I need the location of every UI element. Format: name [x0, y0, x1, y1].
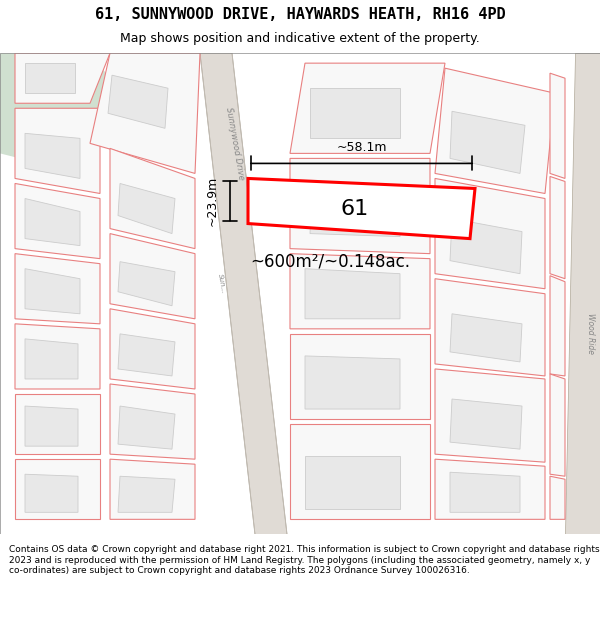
Text: ~23.9m: ~23.9m	[205, 176, 218, 226]
Text: ~58.1m: ~58.1m	[336, 141, 387, 154]
Polygon shape	[25, 133, 80, 179]
Polygon shape	[110, 384, 195, 459]
Text: 61, SUNNYWOOD DRIVE, HAYWARDS HEATH, RH16 4PD: 61, SUNNYWOOD DRIVE, HAYWARDS HEATH, RH1…	[95, 8, 505, 22]
Polygon shape	[110, 309, 195, 389]
Polygon shape	[290, 158, 430, 254]
Polygon shape	[550, 73, 565, 179]
Polygon shape	[435, 279, 545, 376]
Polygon shape	[435, 369, 545, 462]
Polygon shape	[435, 68, 555, 194]
Polygon shape	[25, 63, 75, 93]
Text: Sun...: Sun...	[217, 273, 227, 294]
Polygon shape	[305, 456, 400, 509]
Text: Contains OS data © Crown copyright and database right 2021. This information is : Contains OS data © Crown copyright and d…	[9, 545, 599, 575]
Polygon shape	[15, 394, 100, 454]
Polygon shape	[90, 53, 200, 173]
Polygon shape	[25, 339, 78, 379]
Polygon shape	[450, 314, 522, 362]
Polygon shape	[310, 191, 403, 237]
Text: Sunnywood Drive: Sunnywood Drive	[224, 106, 246, 181]
Polygon shape	[435, 179, 545, 289]
Polygon shape	[118, 406, 175, 449]
Polygon shape	[0, 53, 130, 173]
Polygon shape	[118, 262, 175, 306]
Polygon shape	[290, 63, 445, 153]
Polygon shape	[108, 75, 168, 128]
Polygon shape	[25, 269, 80, 314]
Polygon shape	[248, 179, 475, 239]
Polygon shape	[15, 459, 100, 519]
Polygon shape	[118, 184, 175, 234]
Text: Map shows position and indicative extent of the property.: Map shows position and indicative extent…	[120, 32, 480, 45]
Text: ~600m²/~0.148ac.: ~600m²/~0.148ac.	[250, 253, 410, 271]
Polygon shape	[450, 111, 525, 173]
Text: 61: 61	[341, 199, 369, 219]
Polygon shape	[565, 53, 600, 534]
Polygon shape	[15, 53, 110, 103]
Polygon shape	[435, 459, 545, 519]
Polygon shape	[110, 148, 195, 249]
Polygon shape	[305, 356, 400, 409]
Polygon shape	[550, 374, 565, 476]
Polygon shape	[110, 234, 195, 319]
Polygon shape	[310, 88, 400, 138]
Polygon shape	[550, 476, 565, 519]
Polygon shape	[305, 269, 400, 319]
Polygon shape	[25, 199, 80, 246]
Polygon shape	[15, 254, 100, 324]
Polygon shape	[450, 472, 520, 512]
Polygon shape	[15, 324, 100, 389]
Polygon shape	[25, 406, 78, 446]
Polygon shape	[290, 254, 430, 329]
Polygon shape	[450, 219, 522, 274]
Polygon shape	[550, 276, 565, 376]
Polygon shape	[110, 459, 195, 519]
Polygon shape	[290, 424, 430, 519]
Polygon shape	[290, 334, 430, 419]
Polygon shape	[200, 53, 287, 534]
Polygon shape	[550, 176, 565, 279]
Polygon shape	[15, 184, 100, 259]
Polygon shape	[15, 108, 100, 194]
Polygon shape	[118, 334, 175, 376]
Polygon shape	[450, 399, 522, 449]
Polygon shape	[25, 474, 78, 512]
Text: Wood Ride: Wood Ride	[586, 313, 595, 354]
Polygon shape	[118, 476, 175, 512]
